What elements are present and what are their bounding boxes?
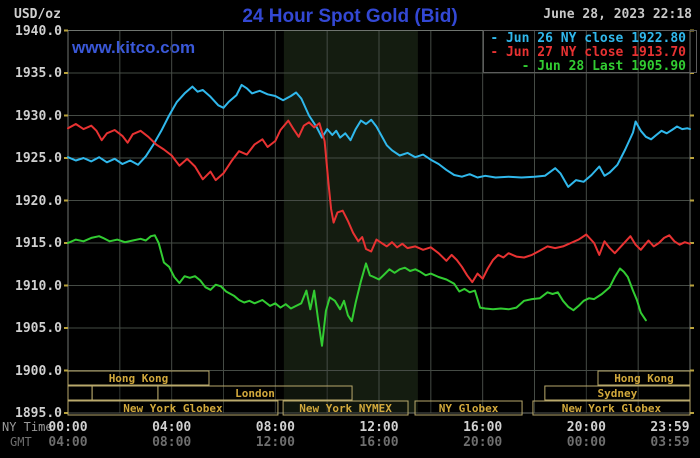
x-tick-gmt: 03:59: [650, 435, 690, 450]
y-tick-label: 1900.0: [15, 363, 62, 379]
y-tick-label: 1915.0: [15, 236, 62, 251]
y-axis-unit-label: USD/oz: [14, 7, 61, 22]
session-box: [282, 400, 409, 416]
session-label: NY Globex: [439, 402, 499, 415]
session-label: New York Globex: [562, 402, 662, 415]
legend-entry: - Jun 27 NY close 1913.70: [490, 45, 686, 60]
x-tick-ny-time: 12:00: [359, 420, 399, 435]
session-box: [532, 400, 691, 416]
session-box: [67, 400, 279, 416]
legend: - Jun 26 NY close 1922.80- Jun 27 NY clo…: [483, 30, 697, 74]
session-box: [67, 385, 93, 401]
session-box: [544, 385, 691, 401]
price-line: [67, 83, 691, 188]
session-box: [597, 370, 691, 386]
session-label: Sydney: [598, 387, 638, 400]
x-tick-ny-time: 08:00: [255, 420, 295, 435]
y-tick-label: 1940.0: [15, 23, 62, 39]
nymex-session-band: [283, 30, 418, 413]
session-box: [91, 385, 159, 401]
x-tick-gmt: 00:00: [566, 435, 606, 450]
page-title: 24 Hour Spot Gold (Bid): [242, 6, 458, 27]
y-tick-label: 1905.0: [15, 321, 62, 336]
y-tick-label: 1920.0: [15, 193, 62, 209]
session-label: London: [235, 387, 275, 400]
price-line: [67, 234, 647, 347]
y-tick-label: 1910.0: [15, 278, 62, 294]
y-tick-label: 1930.0: [15, 108, 62, 124]
x-tick-gmt: 12:00: [255, 435, 295, 450]
timestamp: June 28, 2023 22:18: [543, 7, 692, 22]
legend-entry: - Jun 28 Last 1905.90: [521, 59, 686, 74]
y-tick-label: 1925.0: [15, 151, 62, 166]
session-box: [157, 385, 353, 401]
session-label: Hong Kong: [614, 372, 674, 385]
session-label: New York NYMEX: [299, 402, 392, 415]
y-tick-label: 1935.0: [15, 66, 62, 81]
x-tick-ny-time: 16:00: [463, 420, 503, 435]
session-label: Hong Kong: [109, 372, 169, 385]
x-tick-gmt: 16:00: [359, 435, 399, 450]
ny-time-axis-label: NY Time: [2, 420, 53, 434]
session-box: [414, 400, 523, 416]
x-tick-ny-time: 20:00: [566, 420, 606, 435]
session-label: New York Globex: [123, 402, 223, 415]
x-tick-ny-time: 04:00: [152, 420, 192, 435]
legend-entry: - Jun 26 NY close 1922.80: [490, 31, 686, 46]
y-tick-label: 1895.0: [15, 406, 62, 421]
gmt-axis-label: GMT: [10, 435, 32, 449]
x-tick-ny-time: 23:59: [650, 420, 690, 435]
x-tick-gmt: 04:00: [48, 435, 88, 450]
x-tick-ny-time: 00:00: [48, 420, 88, 435]
kitco-watermark-link[interactable]: www.kitco.com: [72, 38, 196, 57]
price-line: [67, 119, 691, 284]
session-box: [67, 370, 210, 386]
x-tick-gmt: 08:00: [152, 435, 192, 450]
x-tick-gmt: 20:00: [463, 435, 503, 450]
plot-border: [67, 30, 691, 414]
